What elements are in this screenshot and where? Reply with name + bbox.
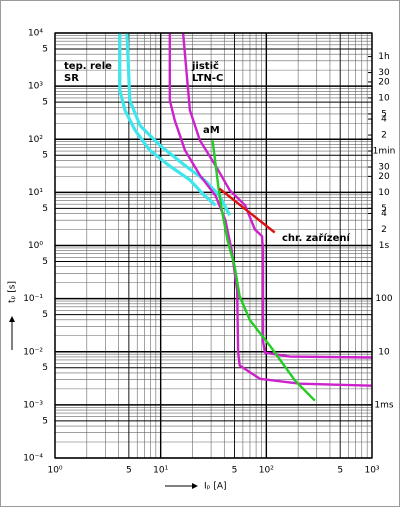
y2-tick-label: 20	[378, 77, 390, 87]
x-axis-label: Iₚ [A]	[204, 482, 227, 492]
y2-tick-label: 5	[381, 204, 387, 214]
y2-tick-label: 5	[381, 109, 387, 119]
series-line	[125, 32, 232, 217]
y-tick-label: 10¹	[28, 188, 43, 198]
y2-tick-label: 10	[378, 347, 390, 357]
y-tick-label: 10³	[28, 82, 43, 92]
y2-tick-label: 10	[378, 188, 390, 198]
y2-tick-label: 1ms	[374, 400, 393, 410]
y2-tick-label: 4	[381, 115, 387, 125]
x-tick-label: 10⁰	[47, 466, 62, 476]
series-line	[168, 33, 373, 387]
y-tick-label: 10⁻⁴	[23, 454, 43, 464]
annotation: chr. zařízení	[282, 232, 350, 244]
y-tick-label: 10⁰	[28, 241, 43, 251]
x-tick-label: 5	[232, 466, 238, 476]
y2-tick-label: 30	[378, 163, 390, 173]
y-arrowhead	[9, 316, 15, 322]
y2-tick-label: 1s	[379, 241, 390, 251]
series-line	[218, 187, 276, 234]
x-tick-label: 10²	[259, 466, 274, 476]
y2-tick-label: 1h	[378, 52, 389, 62]
y2-tick-label: 20	[378, 172, 390, 182]
annotation: aM	[203, 125, 220, 136]
y2-tick-label: 2	[381, 131, 387, 141]
annotation: LTN-C	[192, 73, 223, 84]
annotation: SR	[64, 73, 79, 84]
y-tick-label: 10⁻¹	[23, 294, 43, 304]
x-tick-label: 5	[337, 466, 343, 476]
x-tick-label: 5	[126, 466, 132, 476]
y-tick-label: 10⁴	[28, 29, 43, 39]
y-tick-label: 5	[42, 416, 48, 426]
x-tick-label: 10¹	[153, 466, 168, 476]
x-tick-label: 10³	[364, 466, 379, 476]
y2-tick-label: 1min	[373, 147, 396, 157]
series-line	[181, 32, 373, 359]
y-tick-label: 5	[42, 98, 48, 108]
y-tick-label: 5	[42, 151, 48, 161]
y-tick-label: 10⁻³	[23, 400, 43, 410]
series-line	[118, 33, 217, 207]
x-arrowhead	[192, 483, 198, 489]
annotation: tep. rele	[64, 61, 112, 72]
y-tick-label: 5	[42, 363, 48, 373]
y2-tick-label: 100	[375, 294, 392, 304]
y-tick-label: 5	[42, 310, 48, 320]
y-tick-label: 5	[42, 44, 48, 54]
annotation: jistič	[191, 60, 219, 72]
y-tick-label: 10²	[28, 135, 43, 145]
y2-tick-label: 4	[381, 209, 387, 219]
y2-tick-label: 2	[381, 225, 387, 235]
series-line	[211, 140, 316, 402]
y2-tick-label: 10	[378, 93, 390, 103]
y2-tick-label: 30	[378, 68, 390, 78]
y-tick-label: 5	[42, 257, 48, 267]
curves	[118, 32, 373, 402]
y-tick-label: 10⁻²	[23, 347, 43, 357]
y-tick-label: 5	[42, 204, 48, 214]
y-axis-label: tₚ [s]	[8, 281, 18, 303]
